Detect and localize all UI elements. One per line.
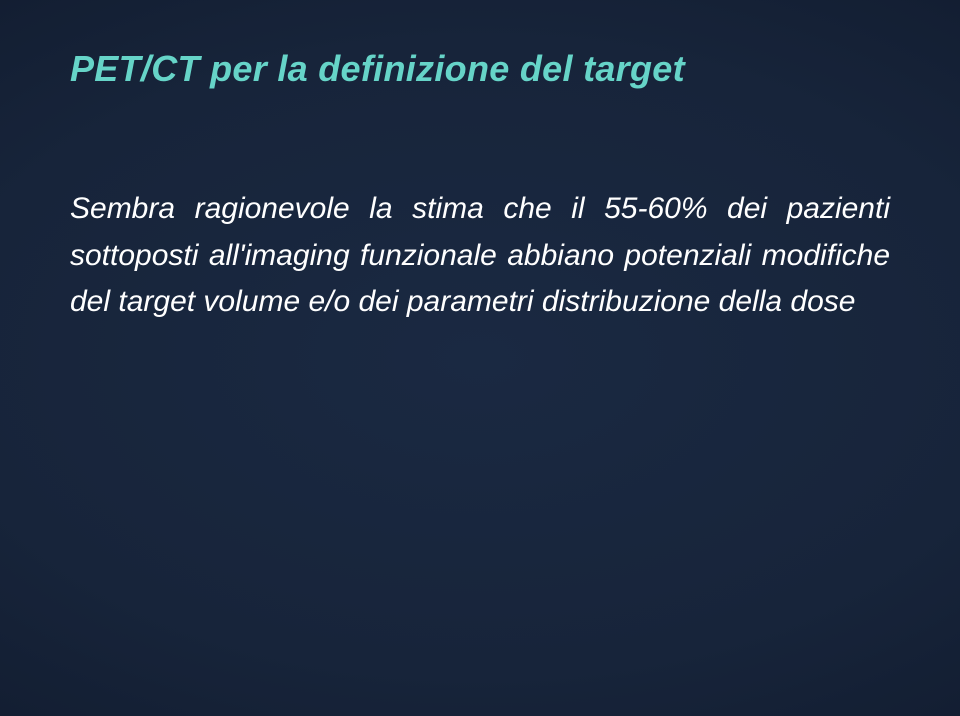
slide-container: PET/CT per la definizione del target Sem… bbox=[0, 0, 960, 716]
slide-title: PET/CT per la definizione del target bbox=[70, 48, 890, 90]
slide-body-text: Sembra ragionevole la stima che il 55-60… bbox=[70, 186, 890, 326]
